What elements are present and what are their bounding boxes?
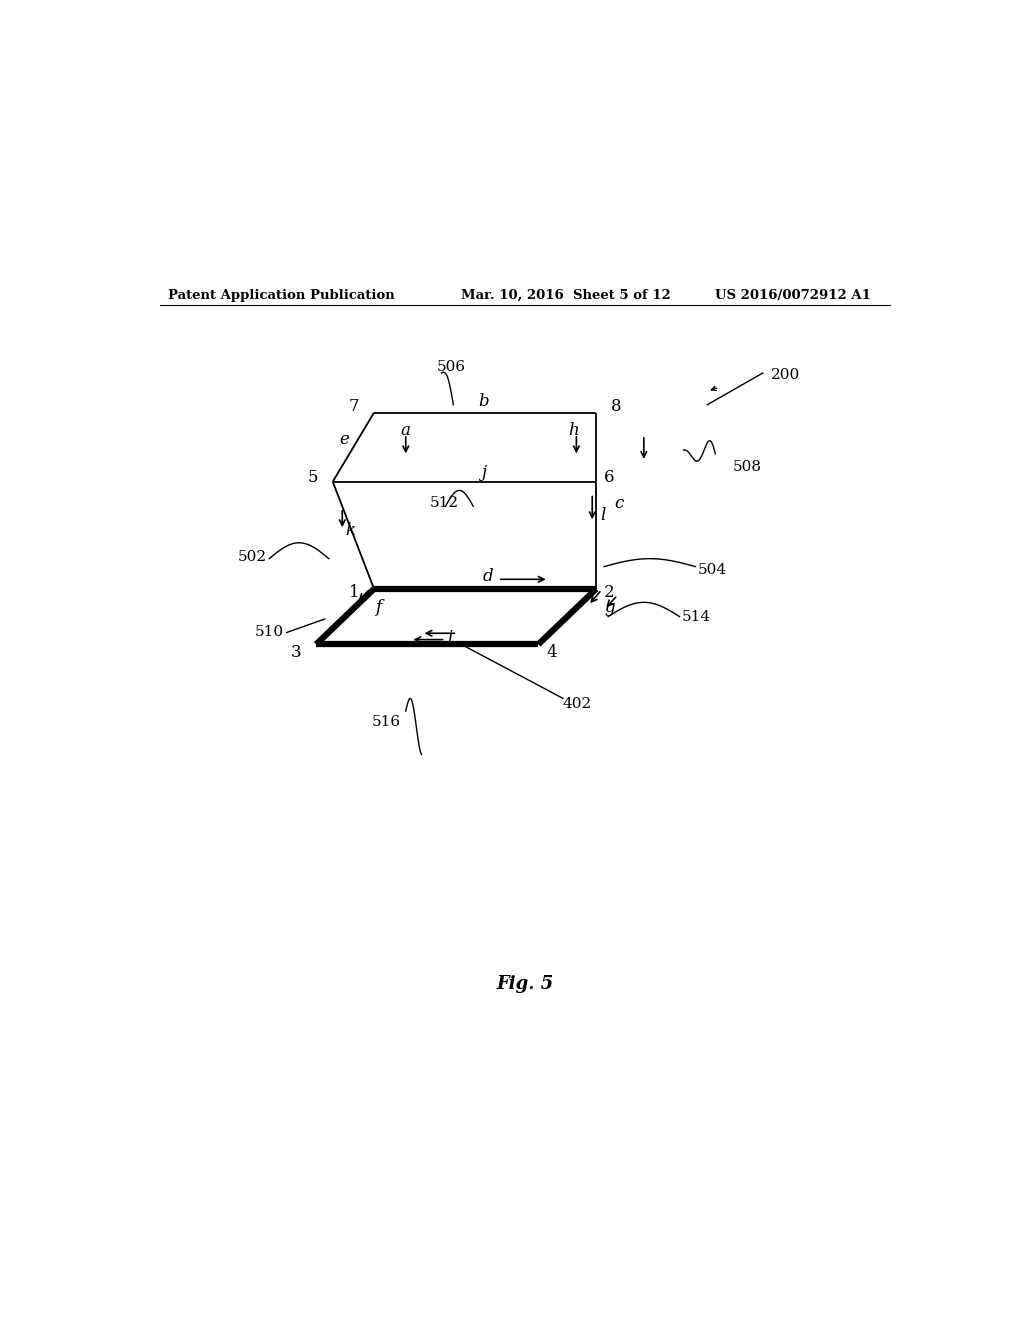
Text: 508: 508	[733, 459, 762, 474]
Text: g: g	[604, 598, 615, 615]
Text: Fig. 5: Fig. 5	[497, 975, 553, 993]
Text: c: c	[613, 495, 623, 512]
Text: 7: 7	[349, 397, 359, 414]
Text: d: d	[482, 568, 493, 585]
Text: US 2016/0072912 A1: US 2016/0072912 A1	[715, 289, 871, 302]
Text: Mar. 10, 2016  Sheet 5 of 12: Mar. 10, 2016 Sheet 5 of 12	[461, 289, 671, 302]
Text: 4: 4	[546, 644, 557, 661]
Text: 402: 402	[563, 697, 592, 711]
Text: 516: 516	[372, 715, 400, 729]
Text: i: i	[446, 628, 452, 645]
Text: 512: 512	[430, 496, 459, 510]
Text: 506: 506	[437, 359, 466, 374]
Text: h: h	[568, 422, 580, 440]
Text: b: b	[478, 393, 488, 411]
Text: 510: 510	[255, 626, 285, 639]
Text: f: f	[375, 598, 381, 615]
Text: 514: 514	[682, 610, 711, 624]
Text: 5: 5	[308, 469, 318, 486]
Text: k: k	[345, 521, 355, 539]
Text: Patent Application Publication: Patent Application Publication	[168, 289, 394, 302]
Text: l: l	[600, 507, 605, 524]
Text: e: e	[339, 432, 349, 447]
Text: 502: 502	[238, 550, 267, 564]
Text: a: a	[400, 422, 411, 440]
Text: 1: 1	[349, 585, 359, 602]
Text: 8: 8	[610, 397, 622, 414]
Text: 6: 6	[604, 469, 614, 486]
Text: 2: 2	[604, 585, 614, 602]
Text: 3: 3	[291, 644, 302, 661]
Text: 504: 504	[697, 562, 727, 577]
Text: 200: 200	[771, 367, 800, 381]
Text: j: j	[481, 463, 486, 480]
